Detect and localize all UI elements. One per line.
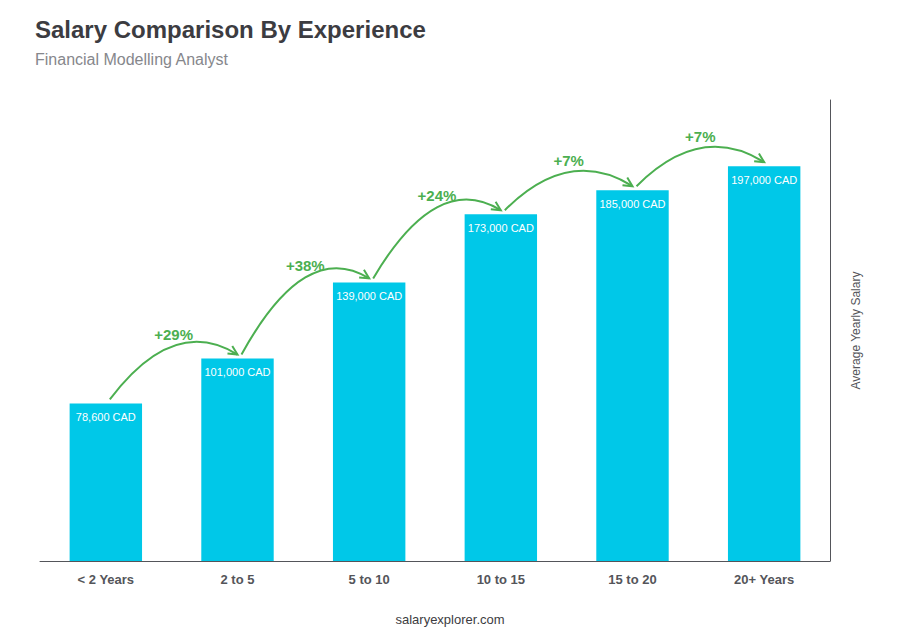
svg-text:197,000 CAD: 197,000 CAD: [731, 174, 797, 186]
svg-text:+24%: +24%: [418, 187, 457, 204]
svg-text:20+ Years: 20+ Years: [734, 572, 794, 587]
svg-text:+7%: +7%: [553, 152, 583, 169]
svg-text:185,000 CAD: 185,000 CAD: [599, 198, 665, 210]
svg-text:10 to 15: 10 to 15: [477, 572, 525, 587]
svg-text:< 2 Years: < 2 Years: [78, 572, 135, 587]
svg-text:Average Yearly Salary: Average Yearly Salary: [849, 272, 863, 390]
svg-text:2 to 5: 2 to 5: [221, 572, 255, 587]
svg-text:Financial Modelling Analyst: Financial Modelling Analyst: [35, 51, 229, 68]
svg-text:78,600 CAD: 78,600 CAD: [76, 411, 136, 423]
svg-text:15 to 20: 15 to 20: [608, 572, 656, 587]
svg-text:+38%: +38%: [286, 257, 325, 274]
svg-text:Salary Comparison By Experienc: Salary Comparison By Experience: [35, 16, 426, 43]
svg-text:salaryexplorer.com: salaryexplorer.com: [395, 612, 504, 627]
svg-text:139,000 CAD: 139,000 CAD: [336, 290, 402, 302]
svg-text:173,000 CAD: 173,000 CAD: [468, 222, 534, 234]
svg-text:5 to 10: 5 to 10: [349, 572, 390, 587]
svg-text:101,000 CAD: 101,000 CAD: [204, 366, 270, 378]
svg-text:+7%: +7%: [685, 128, 715, 145]
svg-text:+29%: +29%: [154, 326, 193, 343]
